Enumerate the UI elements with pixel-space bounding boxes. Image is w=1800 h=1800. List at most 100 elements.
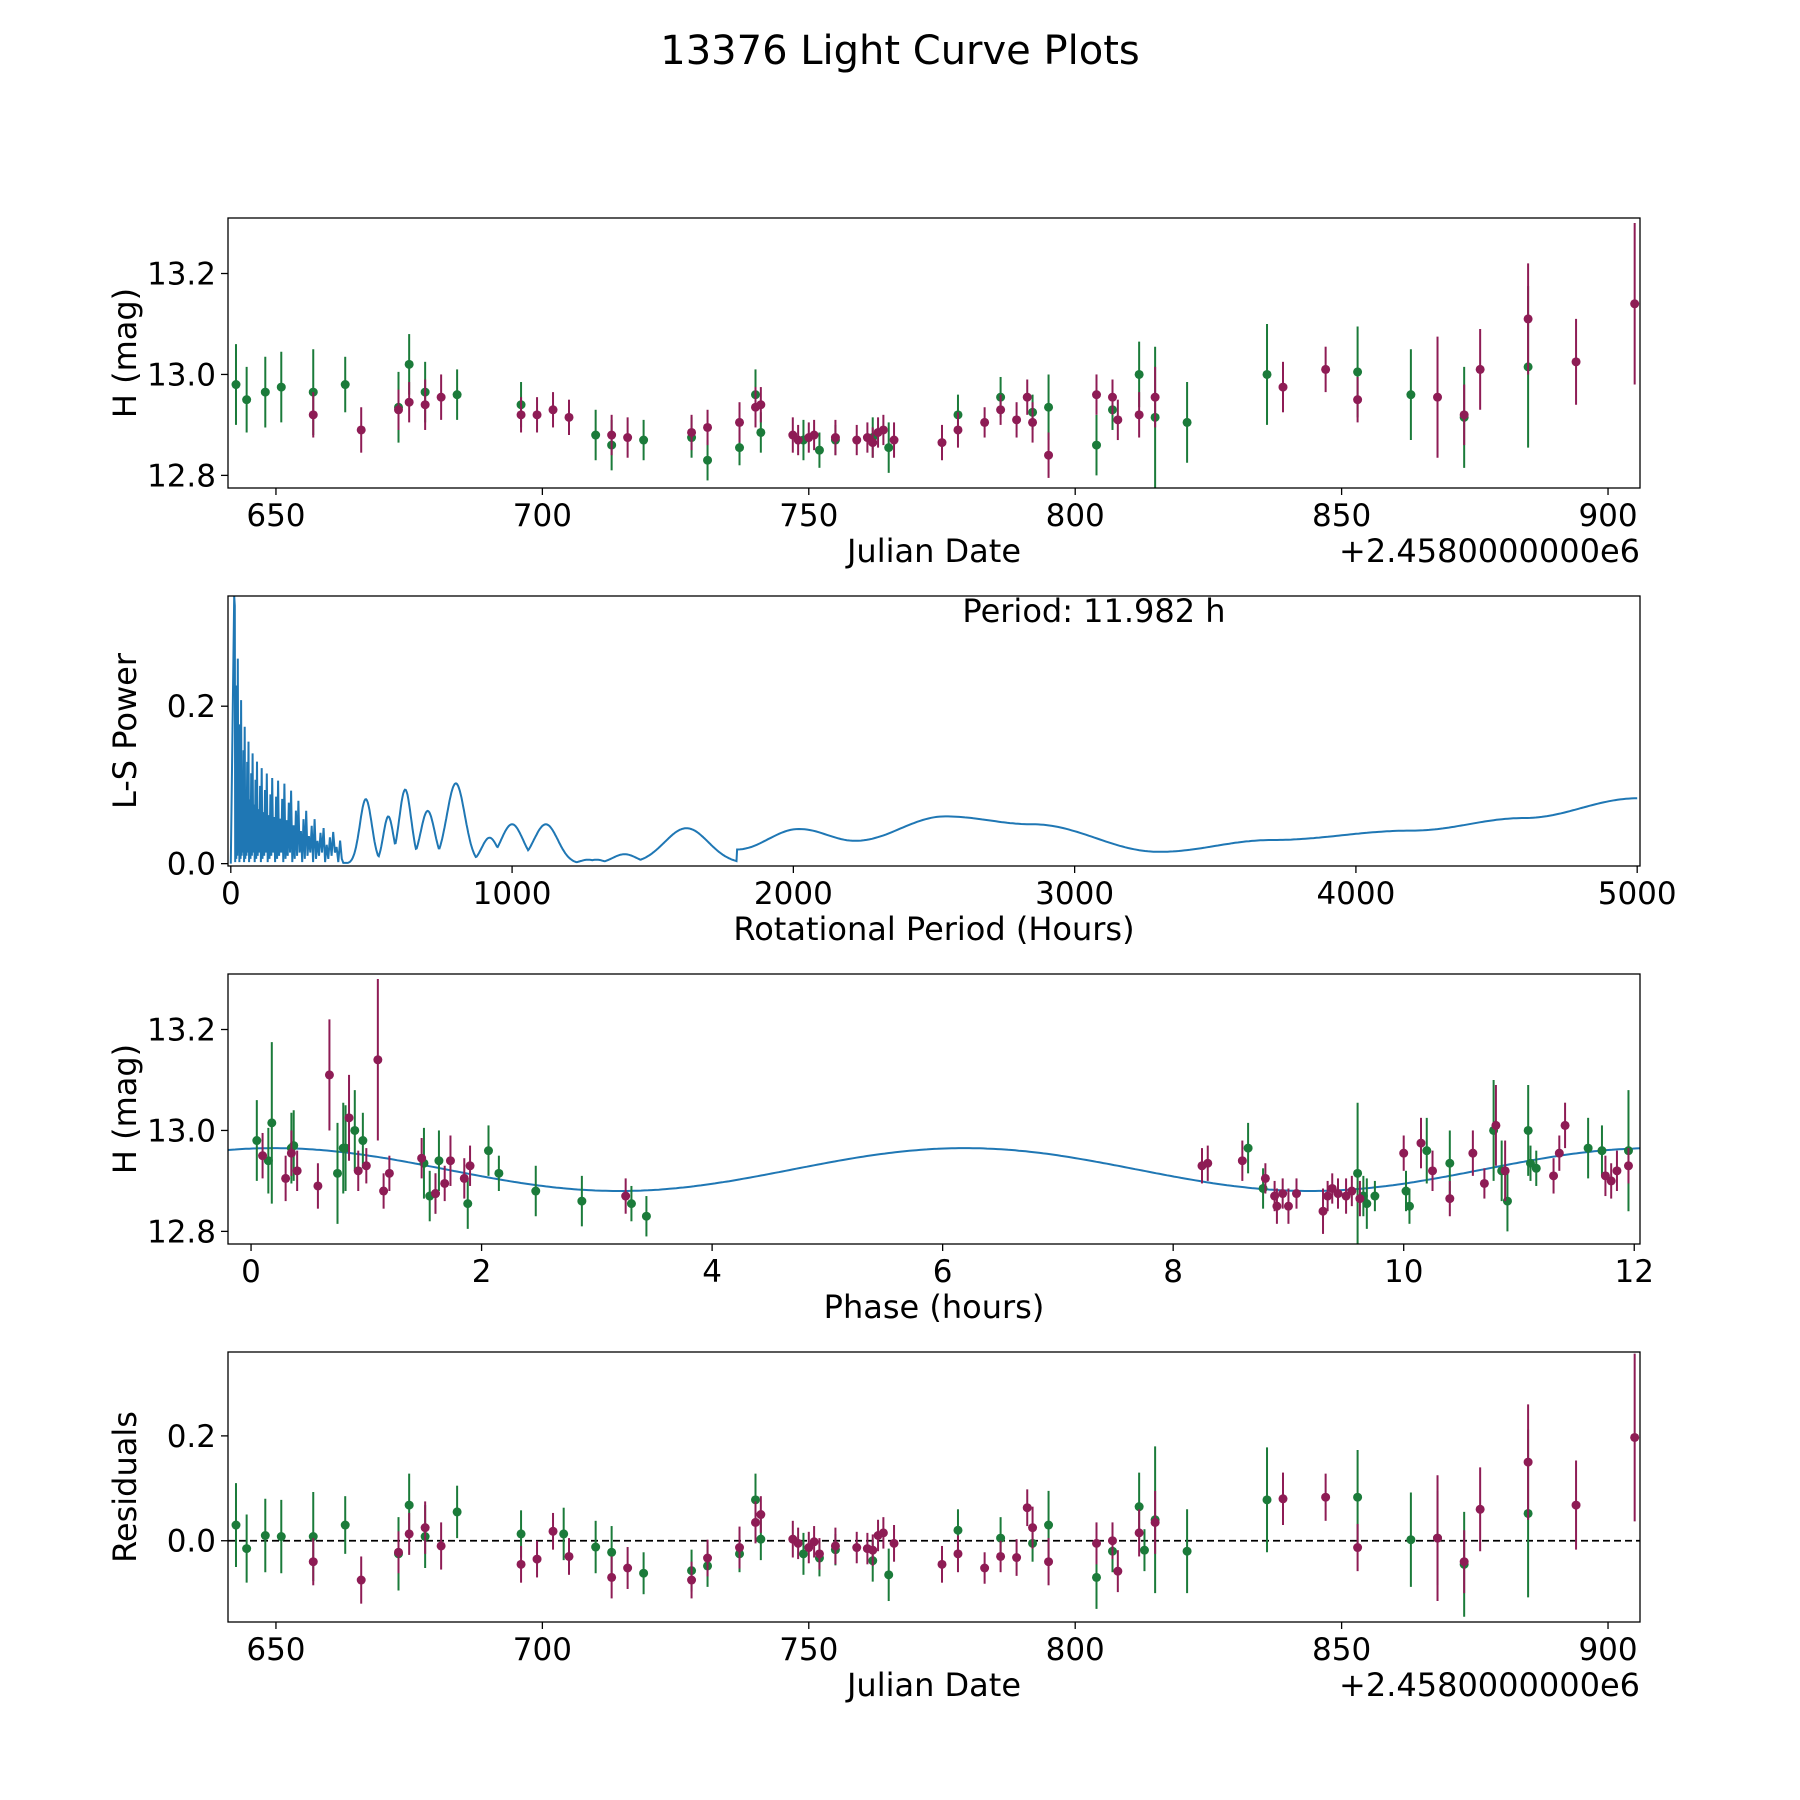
data-point bbox=[358, 1136, 368, 1146]
data-point bbox=[953, 1549, 963, 1559]
axes-frame bbox=[227, 217, 1641, 489]
data-point bbox=[324, 1070, 334, 1080]
data-point bbox=[1416, 1138, 1426, 1148]
x-tick-label: 0 bbox=[241, 1254, 261, 1290]
data-point bbox=[623, 1563, 633, 1573]
y-tick-label: 0.0 bbox=[167, 847, 216, 883]
y-tick-label: 12.8 bbox=[147, 1214, 216, 1250]
data-point bbox=[404, 397, 414, 407]
data-point bbox=[267, 1118, 277, 1128]
data-point bbox=[463, 1199, 473, 1209]
data-point bbox=[1318, 1206, 1328, 1216]
data-point bbox=[420, 400, 430, 410]
data-point bbox=[1092, 440, 1102, 450]
y-axis-label: Residuals bbox=[106, 1411, 144, 1563]
data-point bbox=[980, 417, 990, 427]
data-point bbox=[1630, 299, 1640, 309]
data-point bbox=[516, 410, 526, 420]
data-point bbox=[1321, 1492, 1331, 1502]
data-point bbox=[868, 1545, 878, 1555]
data-point bbox=[889, 435, 899, 445]
data-point bbox=[548, 1526, 558, 1536]
data-point bbox=[1353, 395, 1363, 405]
data-point bbox=[548, 405, 558, 415]
data-point bbox=[980, 1563, 990, 1573]
data-point bbox=[1554, 1148, 1564, 1158]
x-tick-label: 750 bbox=[779, 498, 838, 534]
data-point bbox=[1278, 1494, 1288, 1504]
data-point bbox=[953, 1525, 963, 1535]
data-point bbox=[1531, 1163, 1541, 1173]
data-point bbox=[353, 1166, 363, 1176]
y-tick-label: 13.0 bbox=[147, 357, 216, 393]
data-point bbox=[1406, 390, 1416, 400]
data-point bbox=[494, 1168, 504, 1178]
data-point bbox=[420, 1523, 430, 1533]
data-point bbox=[1479, 1178, 1489, 1188]
data-point bbox=[1475, 364, 1485, 374]
data-point bbox=[1262, 1495, 1272, 1505]
data-point bbox=[1278, 1189, 1288, 1199]
data-point bbox=[344, 1113, 354, 1123]
data-point bbox=[379, 1186, 389, 1196]
data-point bbox=[1150, 392, 1160, 402]
data-point bbox=[1459, 410, 1469, 420]
data-point bbox=[607, 1572, 617, 1582]
data-point bbox=[1022, 392, 1032, 402]
data-point bbox=[1260, 1173, 1270, 1183]
data-point bbox=[804, 1543, 814, 1553]
x-tick-label: 2000 bbox=[754, 876, 833, 912]
data-point bbox=[276, 382, 286, 392]
x-axis-label: Julian Date bbox=[845, 1666, 1021, 1704]
data-point bbox=[1597, 1146, 1607, 1156]
y-tick-label: 13.0 bbox=[147, 1113, 216, 1149]
data-point bbox=[751, 1495, 761, 1505]
data-point bbox=[308, 1532, 318, 1542]
data-point bbox=[1333, 1189, 1343, 1199]
data-point bbox=[356, 1575, 366, 1585]
data-point bbox=[793, 435, 803, 445]
axes-frame bbox=[227, 595, 1641, 867]
data-point bbox=[333, 1168, 343, 1178]
y-tick-label: 13.2 bbox=[147, 1013, 216, 1049]
data-point bbox=[756, 400, 766, 410]
data-point bbox=[1243, 1143, 1253, 1153]
data-point bbox=[465, 1161, 475, 1171]
data-point bbox=[1623, 1161, 1633, 1171]
axes-frame bbox=[227, 1351, 1641, 1623]
data-point bbox=[313, 1181, 323, 1191]
x-tick-label: 6 bbox=[933, 1254, 953, 1290]
data-point bbox=[1459, 1557, 1469, 1567]
data-point bbox=[384, 1168, 394, 1178]
x-axis-label: Phase (hours) bbox=[824, 1288, 1045, 1326]
plot-area bbox=[228, 1353, 1640, 1617]
data-point bbox=[687, 1575, 697, 1585]
panel-light-curve: 650 700 750 800 850 900 12.8 13.0 13.2 Julian Dat… bbox=[106, 217, 1641, 570]
x-tick-label: 0 bbox=[221, 876, 241, 912]
x-offset-label: +2.4580000000e6 bbox=[1339, 1666, 1640, 1704]
data-point bbox=[735, 443, 745, 453]
data-point bbox=[252, 1136, 262, 1146]
data-point bbox=[1571, 357, 1581, 367]
data-point bbox=[260, 387, 270, 397]
data-point bbox=[591, 1542, 601, 1552]
data-point bbox=[1150, 1517, 1160, 1527]
data-point bbox=[687, 427, 697, 437]
data-point bbox=[1134, 1502, 1144, 1512]
data-point bbox=[373, 1055, 383, 1065]
data-point bbox=[340, 380, 350, 390]
data-point bbox=[1523, 1125, 1533, 1135]
y-axis-label: L-S Power bbox=[106, 652, 144, 809]
data-point bbox=[852, 435, 862, 445]
data-point bbox=[417, 1153, 427, 1163]
data-point bbox=[242, 1544, 252, 1554]
data-point bbox=[809, 430, 819, 440]
data-point bbox=[394, 405, 404, 415]
x-tick-label: 850 bbox=[1312, 1632, 1371, 1668]
data-point bbox=[1370, 1191, 1380, 1201]
x-tick-label: 4000 bbox=[1316, 876, 1395, 912]
data-point bbox=[641, 1211, 651, 1221]
data-point bbox=[308, 1557, 318, 1567]
data-point bbox=[1500, 1166, 1510, 1176]
data-point bbox=[1022, 1503, 1032, 1513]
